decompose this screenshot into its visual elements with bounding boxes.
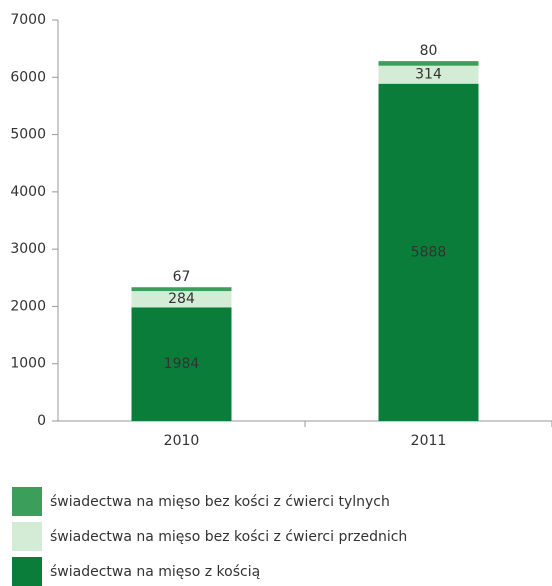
data-label: 80 <box>420 43 438 59</box>
bar-segment <box>378 61 479 66</box>
data-label: 284 <box>168 291 195 307</box>
y-tick-label: 7000 <box>10 12 46 28</box>
x-tick-label: 2011 <box>411 433 447 449</box>
bar-segment <box>131 287 232 292</box>
y-tick-label: 4000 <box>10 184 46 200</box>
data-label: 314 <box>415 67 442 83</box>
data-label: 5888 <box>411 244 447 260</box>
y-tick-label: 0 <box>37 413 46 429</box>
bar-segment <box>378 83 479 421</box>
data-label: 67 <box>173 269 191 285</box>
legend-swatch <box>12 522 42 551</box>
legend-swatch <box>12 487 42 516</box>
legend-label: świadectwa na mięso bez kości z ćwierci … <box>50 529 407 545</box>
bar-segment <box>378 65 479 84</box>
bar-segment <box>131 291 232 308</box>
y-tick-label: 1000 <box>10 356 46 372</box>
data-label: 1984 <box>164 356 200 372</box>
legend-label: świadectwa na mięso z kością <box>50 564 260 580</box>
legend-swatch <box>12 557 42 586</box>
x-tick-label: 2010 <box>164 433 200 449</box>
bar-segment <box>131 307 232 421</box>
y-tick-label: 5000 <box>10 127 46 143</box>
y-tick-label: 3000 <box>10 241 46 257</box>
y-tick-label: 6000 <box>10 69 46 85</box>
y-tick-label: 2000 <box>10 298 46 314</box>
legend-label: świadectwa na mięso bez kości z ćwierci … <box>50 494 390 510</box>
